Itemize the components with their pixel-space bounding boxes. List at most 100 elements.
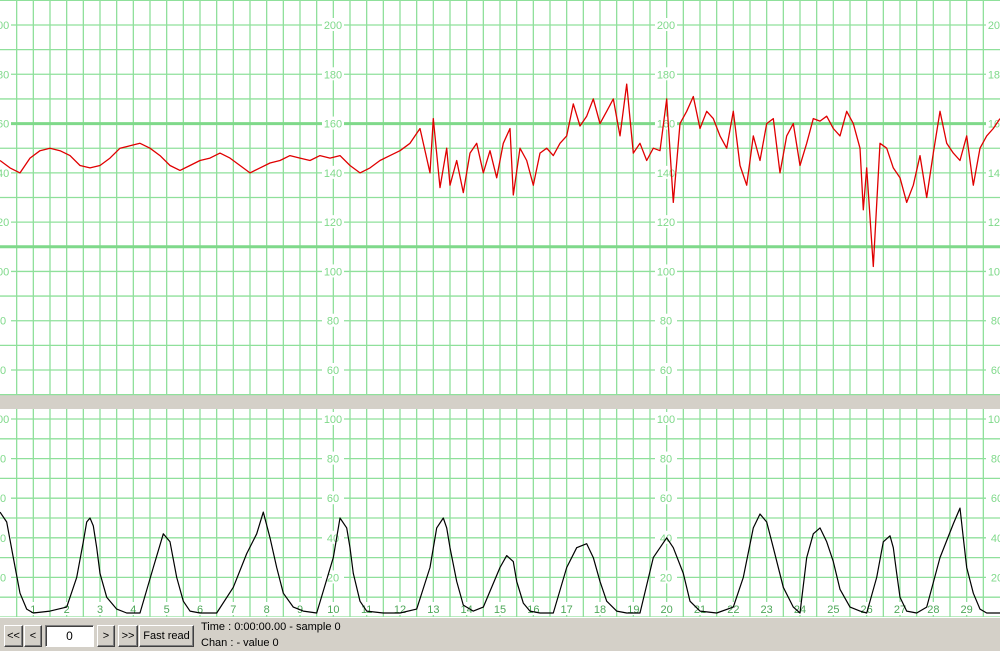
tick-label-background [0,215,11,229]
minute-label: 12 [394,604,406,616]
y-tick-label: 100 [0,266,9,278]
minute-label-background [159,602,174,615]
minute-label: 14 [461,604,473,616]
minute-label-background [526,602,541,615]
previous-page-button[interactable]: < [24,625,42,647]
y-tick-label: 120 [988,217,1000,229]
y-tick-label: 80 [660,454,672,466]
y-tick-label: 200 [0,20,9,32]
tick-label-background [655,116,677,130]
y-tick-label: 200 [324,20,342,32]
tick-label-background [0,363,11,376]
y-tick-label: 140 [324,168,342,180]
minute-label: 28 [927,604,939,616]
tick-label-background [322,491,344,505]
ctg-chart: 60 60 60 60 80 80 80 80 100 100 100 100 120 120 120 120… [0,0,1000,617]
tick-label-background [322,363,344,376]
y-tick-label: 100 [324,266,342,278]
y-tick-label: 60 [0,365,6,377]
minute-label-background [759,602,774,615]
tick-label-background [986,313,1000,327]
y-tick-label: 100 [0,414,9,426]
minute-label-background [226,602,241,615]
minute-label-background [326,602,341,615]
y-tick-label: 80 [327,316,339,328]
y-tick-label: 120 [0,217,9,229]
minute-label: 19 [627,604,639,616]
minute-label: 4 [130,604,136,616]
tick-label-background [322,67,344,81]
y-tick-label: 40 [991,533,1000,545]
minute-label-background [126,602,141,615]
tick-label-background [986,412,1000,425]
y-tick-label: 120 [657,217,675,229]
minute-label: 2 [64,604,70,616]
y-tick-label: 160 [657,119,675,131]
panel-separator [0,395,1000,409]
y-tick-label: 60 [327,493,339,505]
tick-label-background [986,67,1000,81]
fhr-axis-labels: 60 60 60 60 80 80 80 80 100 100 100 100 120 120 120 120… [0,18,1000,377]
y-tick-label: 80 [0,454,6,466]
fast-read-button[interactable]: Fast read [139,625,194,647]
y-tick-label: 100 [657,266,675,278]
minute-label-background [93,602,107,615]
tick-label-background [322,116,344,130]
y-tick-label: 140 [988,168,1000,180]
tick-label-background [322,264,344,278]
y-tick-label: 40 [0,533,6,545]
minute-label: 22 [727,604,739,616]
y-tick-label: 60 [327,365,339,377]
tick-label-background [986,491,1000,505]
y-tick-label: 140 [0,168,9,180]
tick-label-background [655,215,677,229]
minute-label: 8 [264,604,270,616]
tick-label-background [322,570,344,584]
tick-label-background [0,570,11,584]
tick-label-background [655,530,677,544]
tick-label-background [322,313,344,327]
minute-label: 13 [427,604,439,616]
y-tick-label: 140 [657,168,675,180]
y-tick-label: 200 [988,20,1000,32]
last-page-button[interactable]: >> [118,625,138,647]
y-tick-label: 60 [660,365,672,377]
uc-grid [0,409,1000,617]
tick-label-background [0,313,11,327]
minute-label: 5 [164,604,170,616]
tick-label-background [655,570,677,584]
minute-label: 15 [494,604,506,616]
y-tick-label: 180 [988,69,1000,81]
minute-label: 26 [861,604,873,616]
tick-label-background [0,451,11,465]
y-tick-label: 20 [327,572,339,584]
position-input[interactable] [45,625,94,647]
minute-label: 7 [230,604,236,616]
tick-label-background [0,412,11,425]
y-tick-label: 120 [324,217,342,229]
next-page-button[interactable]: > [97,625,115,647]
y-tick-label: 60 [660,493,672,505]
minute-label: 20 [661,604,673,616]
minute-label: 29 [961,604,973,616]
tick-label-background [0,165,11,179]
y-tick-label: 80 [660,316,672,328]
uc-series [0,507,1000,614]
tick-label-background [322,215,344,229]
tick-label-background [0,530,11,544]
y-tick-label: 60 [991,365,1000,377]
minute-label: 21 [694,604,706,616]
tick-label-background [0,116,11,130]
tick-label-background [655,451,677,465]
minute-label: 3 [97,604,103,616]
channel-status: Chan : - value 0 [201,637,279,649]
tick-label-background [0,264,11,278]
tick-label-background [655,313,677,327]
tick-label-background [655,264,677,278]
time-status: Time : 0:00:00.00 - sample 0 [201,621,341,633]
tick-label-background [986,570,1000,584]
y-tick-label: 80 [991,454,1000,466]
minute-label-background [926,602,941,615]
minute-label: 18 [594,604,606,616]
first-page-button[interactable]: << [4,625,23,647]
